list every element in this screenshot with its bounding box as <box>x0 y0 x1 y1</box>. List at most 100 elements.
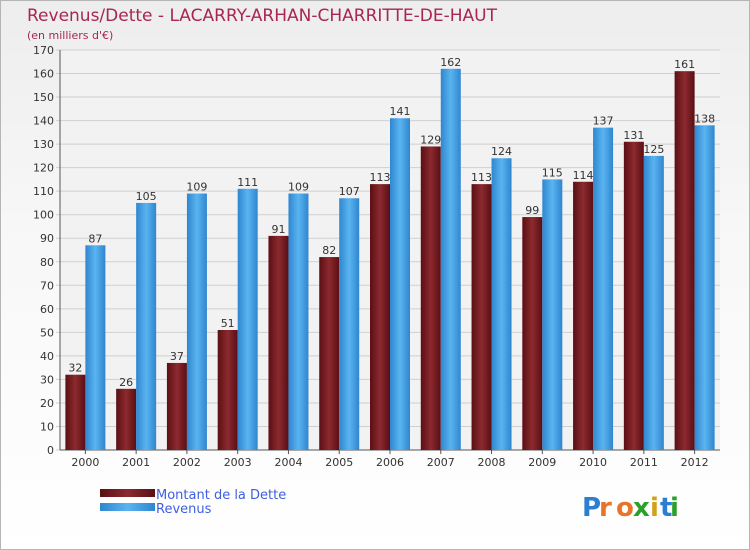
data-label: 131 <box>623 129 644 142</box>
bar-dette <box>420 146 441 450</box>
x-tick-label: 2007 <box>427 456 455 469</box>
y-tick-label: 40 <box>40 350 54 363</box>
bar-dette <box>471 184 492 450</box>
x-tick-label: 2012 <box>681 456 709 469</box>
data-label: 51 <box>221 317 235 330</box>
proxiti-logo: Pr o x i ti <box>582 493 679 523</box>
data-label: 141 <box>390 105 411 118</box>
data-label: 37 <box>170 350 184 363</box>
data-label: 105 <box>136 190 157 203</box>
bar-revenus <box>440 68 461 450</box>
y-tick-label: 90 <box>40 232 54 245</box>
data-label: 99 <box>525 204 539 217</box>
data-label: 138 <box>694 112 715 125</box>
data-label: 109 <box>186 181 207 194</box>
legend-swatch-debt <box>100 489 155 497</box>
logo-letter: x <box>633 493 650 523</box>
bar-dette <box>116 388 137 450</box>
y-tick-label: 110 <box>33 185 54 198</box>
bar-revenus <box>491 158 512 450</box>
y-tick-label: 50 <box>40 326 54 339</box>
y-tick-label: 80 <box>40 256 54 269</box>
bar-revenus <box>542 179 563 451</box>
bar-dette <box>573 181 594 450</box>
y-tick-label: 10 <box>40 420 54 433</box>
bar-revenus <box>186 193 207 450</box>
x-tick-label: 2009 <box>528 456 556 469</box>
logo-letter: r <box>599 493 612 523</box>
legend-swatch-revenus <box>100 503 155 511</box>
bar-revenus <box>694 125 715 450</box>
y-tick-label: 160 <box>33 68 54 81</box>
bar-revenus <box>390 118 410 450</box>
bar-dette <box>166 362 187 450</box>
logo-letter: P <box>582 493 601 523</box>
bar-revenus <box>136 202 157 450</box>
y-tick-label: 30 <box>40 373 54 386</box>
logo-letter: t <box>660 493 672 523</box>
bar-dette <box>370 184 390 450</box>
legend: Montant de la Dette Revenus <box>100 488 286 517</box>
y-tick-label: 0 <box>47 444 54 457</box>
y-tick-label: 100 <box>33 209 54 222</box>
y-tick-label: 60 <box>40 303 54 316</box>
data-label: 113 <box>370 171 391 184</box>
bars-layer <box>65 68 715 451</box>
legend-label-revenus: Revenus <box>156 502 212 517</box>
chart-title: Revenus/Dette - LACARRY-ARHAN-CHARRITTE-… <box>27 6 498 26</box>
x-tick-label: 2010 <box>579 456 607 469</box>
data-label: 111 <box>237 176 258 189</box>
bar-dette <box>674 71 695 451</box>
bar-revenus <box>85 245 106 450</box>
y-tick-label: 120 <box>33 162 54 175</box>
y-tick-label: 140 <box>33 115 54 128</box>
bar-dette <box>319 257 340 450</box>
x-tick-label: 2000 <box>71 456 99 469</box>
logo-letter: i <box>650 493 659 523</box>
data-label: 125 <box>643 143 664 156</box>
data-label: 114 <box>573 169 594 182</box>
legend-label-debt: Montant de la Dette <box>156 488 286 503</box>
data-label: 113 <box>471 171 492 184</box>
y-tick-label: 170 <box>33 44 54 57</box>
data-label: 137 <box>593 115 614 128</box>
bar-dette <box>217 330 238 450</box>
data-label: 32 <box>68 362 82 375</box>
data-label: 124 <box>491 145 512 158</box>
bar-revenus <box>339 198 360 450</box>
x-tick-label: 2005 <box>325 456 353 469</box>
x-tick-label: 2008 <box>478 456 506 469</box>
x-tick-label: 2011 <box>630 456 658 469</box>
data-label: 109 <box>288 181 309 194</box>
bar-dette <box>522 217 543 450</box>
labels-layer: 2000 32 87 2001 26 105 2002 37 109 2003 51 111 2004 9… <box>68 56 715 469</box>
data-label: 162 <box>440 56 461 69</box>
x-tick-label: 2001 <box>122 456 150 469</box>
logo-letter: i <box>670 493 679 523</box>
data-label: 91 <box>271 223 285 236</box>
data-label: 115 <box>542 166 563 179</box>
data-label: 82 <box>322 244 336 257</box>
chart-subtitle: (en milliers d'€) <box>27 29 113 42</box>
x-tick-label: 2006 <box>376 456 404 469</box>
y-tick-label: 20 <box>40 397 54 410</box>
y-tick-label: 70 <box>40 279 54 292</box>
bar-dette <box>623 141 644 450</box>
bar-revenus <box>288 193 309 450</box>
x-tick-label: 2002 <box>173 456 201 469</box>
data-label: 107 <box>339 185 360 198</box>
bar-revenus <box>237 188 258 450</box>
data-label: 161 <box>674 58 695 71</box>
data-label: 129 <box>420 133 441 146</box>
bar-dette <box>268 235 289 450</box>
bar-dette <box>65 374 86 450</box>
x-tick-label: 2003 <box>224 456 252 469</box>
x-tick-label: 2004 <box>274 456 302 469</box>
bar-revenus <box>643 155 664 450</box>
y-tick-label: 130 <box>33 138 54 151</box>
data-label: 87 <box>88 232 102 245</box>
y-tick-label: 150 <box>33 91 54 104</box>
logo-letter: o <box>616 493 634 523</box>
data-label: 26 <box>119 376 133 389</box>
